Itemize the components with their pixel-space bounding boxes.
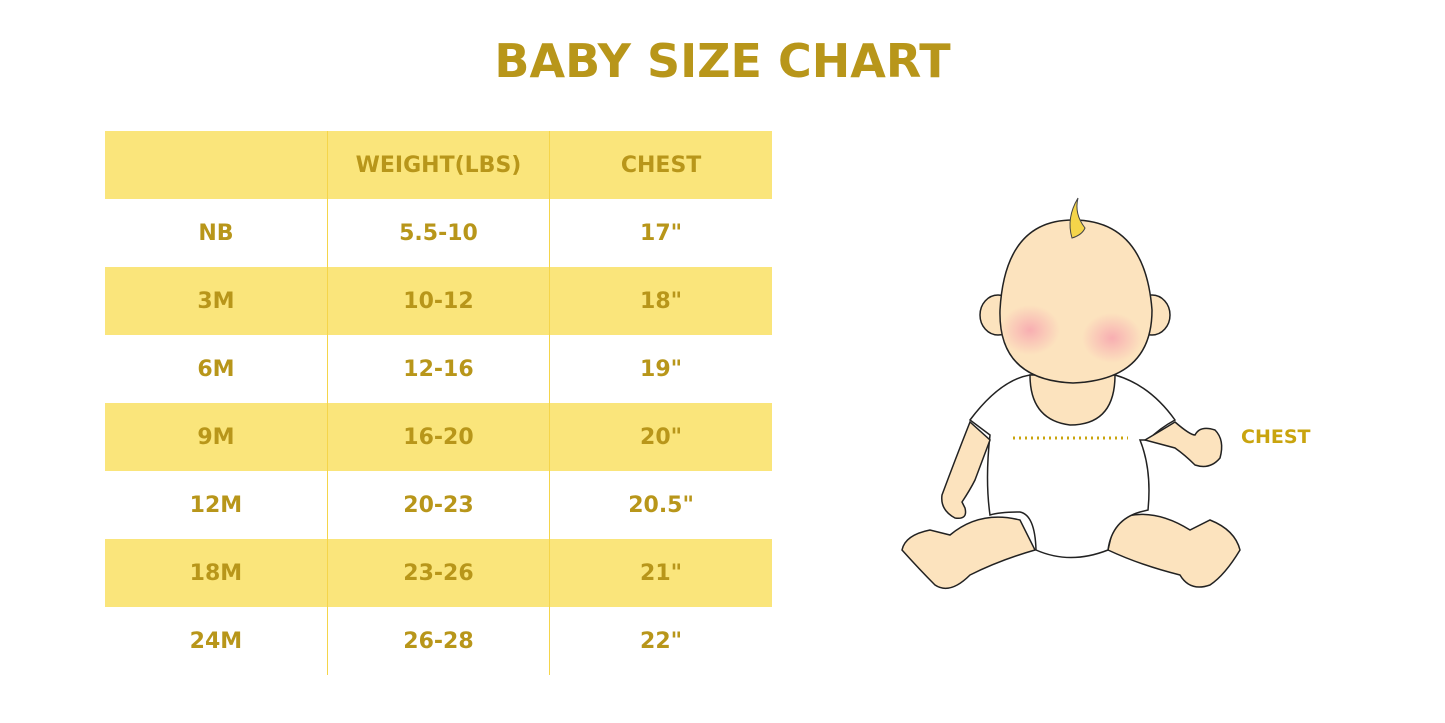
onesie [968, 374, 1177, 559]
header-cell: WEIGHT(LBS) [326, 131, 550, 199]
weight-cell: 5.5-10 [326, 199, 550, 267]
chest-label: CHEST [1241, 426, 1311, 448]
weight-cell: 10-12 [326, 267, 550, 335]
head [999, 219, 1153, 384]
weight-cell: 20-23 [326, 471, 550, 539]
weight-cell: 26-28 [326, 607, 550, 675]
chest-cell: 21" [549, 539, 772, 607]
size-cell: 18M [105, 539, 328, 607]
table-row: 6M 12-16 19" [105, 335, 772, 403]
hair-curl [1069, 197, 1086, 239]
size-cell: 24M [189, 628, 243, 654]
table-row: NB 5.5-10 17" [105, 199, 772, 267]
neck [1029, 374, 1116, 426]
header-cell [105, 131, 328, 199]
weight-cell: 16-20 [326, 403, 550, 471]
chest-cell: 19" [549, 335, 772, 403]
size-cell: 12M [189, 492, 243, 518]
chest-cell: 22" [549, 607, 772, 675]
chest-cell: 18" [549, 267, 772, 335]
weight-cell: 12-16 [326, 335, 550, 403]
table-row: 3M 10-12 18" [105, 267, 772, 335]
chest-cell: 17" [549, 199, 772, 267]
table-row: 24M 26-28 22" [105, 607, 772, 675]
left-leg [901, 516, 1037, 590]
left-cheek [1000, 305, 1060, 355]
chest-cell: 20" [549, 403, 772, 471]
table-row: 9M 16-20 20" [105, 403, 772, 471]
weight-cell: 23-26 [326, 539, 550, 607]
page-title: BABY SIZE CHART [494, 34, 951, 88]
size-cell: NB [198, 220, 234, 246]
left-arm [941, 420, 991, 520]
right-cheek [1082, 313, 1142, 363]
chest-cell: 20.5" [549, 471, 772, 539]
size-cell: 9M [105, 403, 328, 471]
table-header-row: WEIGHT(LBS) CHEST [105, 131, 772, 199]
size-table: WEIGHT(LBS) CHEST NB 5.5-10 17" 3M 10-12 18"… [105, 131, 772, 675]
right-leg [1107, 513, 1241, 588]
table-row: 12M 20-23 20.5" [105, 471, 772, 539]
size-cell: 6M [197, 356, 235, 382]
table-row: 18M 23-26 21" [105, 539, 772, 607]
baby-illustration [901, 197, 1241, 590]
header-cell: CHEST [549, 131, 772, 199]
size-cell: 3M [105, 267, 328, 335]
right-arm [1143, 421, 1223, 468]
